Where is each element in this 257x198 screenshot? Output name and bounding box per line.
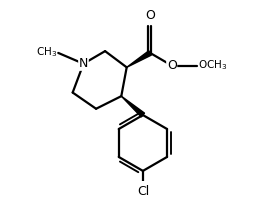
Text: N: N [79, 57, 88, 70]
Text: CH$_3$: CH$_3$ [36, 45, 57, 59]
Polygon shape [121, 96, 145, 117]
Text: O: O [145, 9, 155, 22]
Text: O: O [167, 59, 177, 72]
Text: OCH$_3$: OCH$_3$ [198, 59, 227, 72]
Polygon shape [127, 51, 151, 67]
Text: Cl: Cl [137, 185, 149, 198]
